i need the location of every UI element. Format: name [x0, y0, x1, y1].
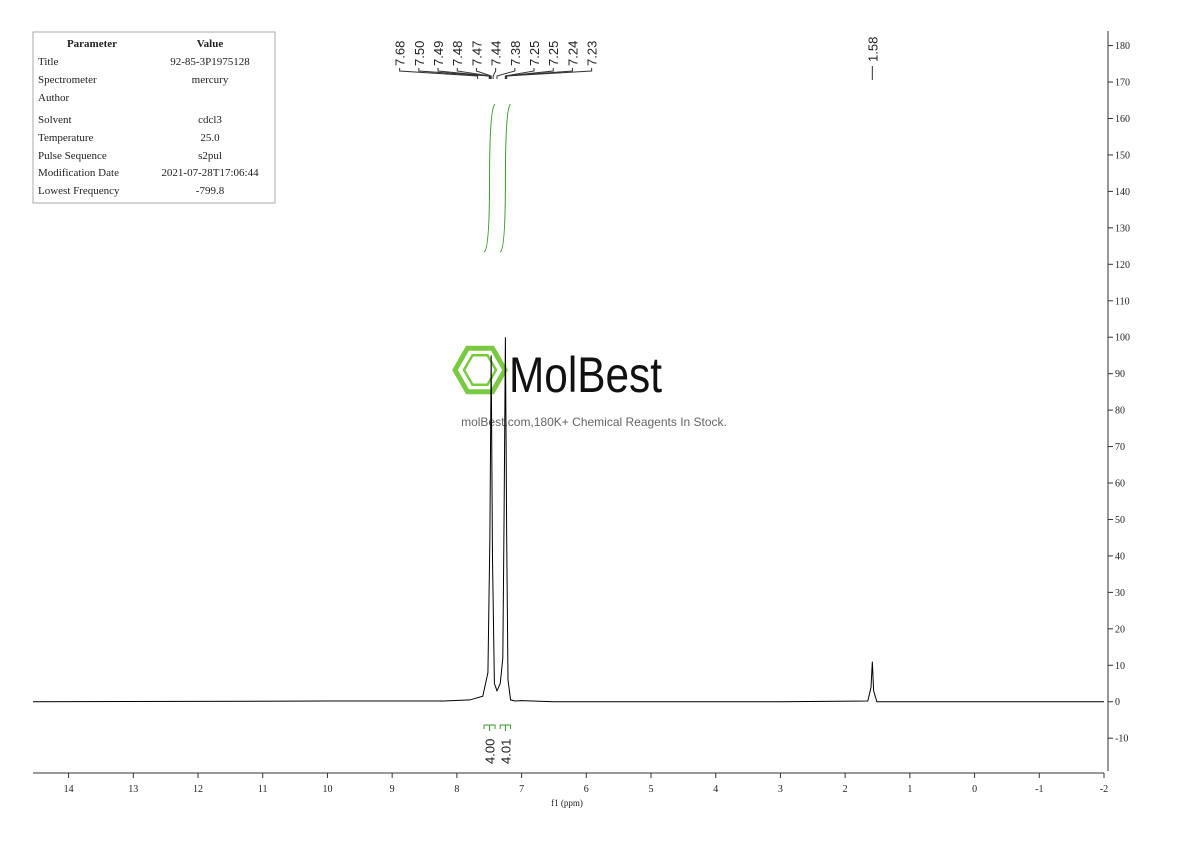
y-tick-label: 30: [1115, 588, 1125, 599]
integral-bracket: [499, 724, 512, 731]
integral-bracket: [483, 724, 496, 731]
param-name: Pulse Sequence: [38, 150, 107, 162]
x-tick-label: 10: [322, 784, 332, 795]
y-tick-label: 70: [1115, 442, 1125, 453]
param-value: mercury: [192, 74, 229, 86]
peak-label: 7.38: [508, 41, 523, 66]
table-header: Value: [197, 38, 224, 50]
param-name: Title: [38, 56, 59, 68]
y-tick-label: 60: [1115, 479, 1125, 490]
integral-curve: [483, 103, 496, 253]
y-tick-label: 180: [1115, 41, 1130, 52]
y-tick-label: 160: [1115, 114, 1130, 125]
x-tick-label: 4: [713, 784, 718, 795]
peak-label: 1.58: [865, 37, 880, 62]
peak-connector: [456, 68, 492, 79]
param-value: -799.8: [196, 185, 225, 197]
parameter-box: [32, 31, 276, 204]
peak-label: 7.24: [565, 41, 580, 66]
y-tick-label: 120: [1115, 260, 1130, 271]
peak-connector: [496, 68, 516, 79]
y-tick-label: 130: [1115, 223, 1130, 234]
peak-connector: [418, 68, 490, 79]
integral-label: 4.01: [498, 739, 513, 764]
peak-label: 7.25: [527, 41, 542, 66]
x-tick-label: 12: [193, 784, 203, 795]
param-value: cdcl3: [198, 114, 222, 126]
y-tick-label: 110: [1115, 296, 1130, 307]
x-tick-label: 7: [519, 784, 524, 795]
peak-label: 7.25: [546, 41, 561, 66]
peak-label: 7.50: [412, 41, 427, 66]
param-name: Temperature: [38, 132, 94, 144]
x-tick-label: 14: [64, 784, 74, 795]
peak-connector: [504, 68, 554, 79]
param-name: Solvent: [38, 114, 72, 126]
peak-label: 7.44: [489, 41, 504, 66]
peak-connector: [399, 68, 479, 79]
param-name: Lowest Frequency: [38, 185, 120, 197]
peak-label: 7.23: [585, 41, 600, 66]
table-header: Parameter: [67, 38, 117, 50]
x-tick-label: -2: [1100, 784, 1108, 795]
param-value: 25.0: [200, 132, 220, 144]
y-tick-label: 0: [1115, 697, 1120, 708]
x-tick-label: 2: [843, 784, 848, 795]
y-tick-label: 40: [1115, 551, 1125, 562]
peak-label: 7.68: [393, 41, 408, 66]
y-tick-label: 100: [1115, 333, 1130, 344]
param-value: 92-85-3P1975128: [170, 56, 250, 68]
param-name: Spectrometer: [38, 74, 97, 86]
x-tick-label: 11: [258, 784, 268, 795]
peak-label: 7.49: [431, 41, 446, 66]
peak-connector: [492, 68, 497, 79]
x-tick-label: 6: [584, 784, 589, 795]
x-tick-label: 13: [128, 784, 138, 795]
peak-connector: [437, 68, 491, 79]
y-tick-label: 90: [1115, 369, 1125, 380]
x-tick-label: 3: [778, 784, 783, 795]
param-value: 2021-07-28T17:06:44: [161, 167, 259, 179]
x-tick-label: -1: [1035, 784, 1043, 795]
x-tick-label: 8: [454, 784, 459, 795]
x-tick-label: 5: [649, 784, 654, 795]
y-tick-label: 150: [1115, 150, 1130, 161]
peak-connector: [506, 68, 593, 79]
y-tick-label: 50: [1115, 515, 1125, 526]
y-tick-label: 170: [1115, 78, 1130, 89]
x-tick-label: 1: [907, 784, 912, 795]
peak-label: 7.48: [450, 41, 465, 66]
peak-connector: [505, 68, 573, 79]
y-tick-label: -10: [1115, 734, 1128, 745]
param-name: Modification Date: [38, 167, 119, 179]
y-tick-label: 140: [1115, 187, 1130, 198]
integral-curve: [499, 103, 511, 253]
y-tick-label: 80: [1115, 406, 1125, 417]
x-axis-label: f1 (ppm): [551, 798, 583, 808]
y-tick-label: 10: [1115, 661, 1125, 672]
logo-hexagon: [452, 345, 508, 395]
x-tick-label: 0: [972, 784, 977, 795]
logo-ring: [462, 354, 498, 386]
peak-label: 7.47: [469, 41, 484, 66]
y-tick-label: 20: [1115, 624, 1125, 635]
integral-label: 4.00: [483, 739, 498, 764]
x-tick-label: 9: [390, 784, 395, 795]
watermark-text: molBest.com,180K+ Chemical Reagents In S…: [461, 415, 727, 429]
param-value: s2pul: [198, 150, 222, 162]
spectrum-line: [32, 337, 1104, 703]
logo-text: MolBest: [509, 347, 662, 403]
peak-connector: [475, 68, 492, 79]
param-name: Author: [38, 92, 70, 104]
